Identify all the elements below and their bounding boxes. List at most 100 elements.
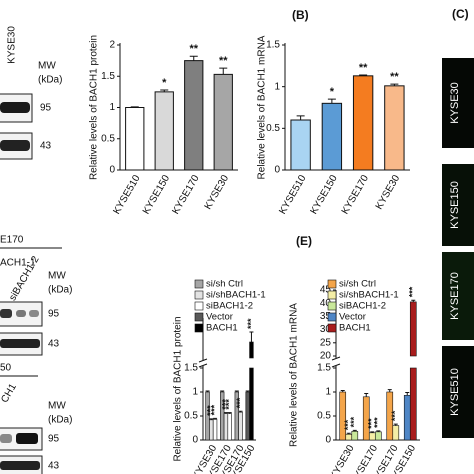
error-bar bbox=[219, 67, 228, 75]
legend-swatch bbox=[327, 323, 337, 333]
legend-swatch bbox=[194, 312, 204, 322]
bar bbox=[290, 119, 311, 171]
error-bar bbox=[234, 390, 239, 392]
legend-label: si/shBACH1-1 bbox=[206, 290, 266, 301]
y-tick-label: 1.5 bbox=[101, 71, 115, 82]
legend-swatch bbox=[194, 279, 204, 289]
y-tick-label: 1 bbox=[109, 102, 115, 113]
mw-label: (kDa) bbox=[38, 75, 62, 86]
bar bbox=[374, 431, 382, 441]
band bbox=[29, 310, 39, 317]
significance: ** bbox=[219, 55, 228, 67]
legend-swatch bbox=[194, 290, 204, 300]
error-bar bbox=[327, 98, 336, 104]
bar bbox=[384, 85, 405, 171]
error-bar bbox=[296, 115, 305, 120]
legend-label: BACH1 bbox=[206, 323, 238, 334]
bar bbox=[209, 419, 214, 441]
marker-label: 43 bbox=[48, 461, 60, 472]
marker-label: 95 bbox=[48, 309, 60, 320]
y-tick-label: 0.5 bbox=[184, 411, 198, 422]
axis-break bbox=[331, 356, 341, 368]
panel-label: (C) bbox=[452, 7, 469, 21]
mw-label: MW bbox=[48, 271, 66, 282]
bar bbox=[249, 367, 254, 441]
panel-label: (E) bbox=[296, 234, 312, 248]
y-tick-label: 0 bbox=[192, 435, 198, 446]
significance: *** bbox=[390, 410, 400, 421]
bar bbox=[227, 413, 232, 441]
mw-label: MW bbox=[48, 401, 66, 412]
y-tick-label: 40 bbox=[320, 298, 332, 309]
lane-label: ACH1-1 bbox=[0, 258, 36, 269]
error-bar bbox=[405, 391, 410, 396]
y-tick-label: 1.5 bbox=[266, 40, 280, 51]
y-tick-label: 25 bbox=[320, 337, 332, 348]
blot-panel: KYSE30 MW (kDa) 95 43 bbox=[0, 26, 62, 160]
bar bbox=[184, 60, 204, 171]
x-tick-label: KYSE30 bbox=[328, 443, 357, 474]
bar bbox=[245, 391, 250, 441]
bar bbox=[249, 341, 254, 359]
legend-label: siBACH1-2 bbox=[339, 301, 386, 312]
y-tick-label: 1.5 bbox=[184, 363, 198, 374]
bar bbox=[403, 395, 411, 441]
micrograph bbox=[442, 346, 474, 438]
image-panel: (C) KYSE30 KYSE150 KYSE170 KYSE510 bbox=[442, 7, 474, 438]
bar bbox=[238, 411, 243, 441]
significance: *** bbox=[367, 418, 377, 429]
x-tick-label: KYSE30 bbox=[203, 173, 232, 212]
error-bar bbox=[376, 430, 381, 432]
legend-swatch bbox=[327, 290, 337, 300]
micrograph bbox=[442, 252, 474, 340]
micrograph bbox=[442, 58, 474, 148]
y-axis-label: Relative levels of BACH1 protein bbox=[173, 316, 184, 461]
image-label: KYSE150 bbox=[449, 181, 461, 229]
band bbox=[0, 434, 12, 443]
lane-label: E170 bbox=[0, 235, 24, 246]
error-bar bbox=[213, 417, 218, 420]
bar bbox=[125, 107, 145, 171]
y-tick-label: 1 bbox=[192, 387, 198, 398]
y-tick-label: 0.5 bbox=[266, 123, 280, 134]
bar bbox=[212, 419, 218, 441]
legend-swatch bbox=[327, 312, 337, 322]
error-bar bbox=[346, 432, 351, 435]
mw-label: (kDa) bbox=[48, 285, 72, 296]
significance: *** bbox=[209, 404, 219, 415]
significance: ** bbox=[390, 71, 399, 83]
band bbox=[0, 102, 30, 113]
x-tick-label: KYSE30 bbox=[374, 173, 403, 212]
image-label: KYSE30 bbox=[449, 82, 461, 124]
significance: ** bbox=[189, 43, 198, 55]
y-tick-label: 30 bbox=[320, 324, 332, 335]
significance: *** bbox=[246, 318, 256, 329]
y-axis-label: Relative levels of BACH1 mRNA bbox=[257, 35, 268, 179]
error-bar bbox=[205, 390, 210, 392]
significance: *** bbox=[408, 286, 418, 297]
y-tick-label: 45 bbox=[320, 285, 332, 296]
significance: ** bbox=[359, 62, 368, 74]
legend-swatch bbox=[194, 323, 204, 333]
band bbox=[16, 433, 38, 444]
image-label: KYSE510 bbox=[449, 368, 461, 416]
error-bar bbox=[245, 390, 250, 392]
error-bar bbox=[249, 331, 254, 342]
y-tick-label: 0 bbox=[325, 435, 331, 446]
micrograph bbox=[442, 164, 474, 246]
bar bbox=[154, 91, 174, 171]
x-tick-label: KYSE150 bbox=[141, 173, 172, 216]
mw-label: MW bbox=[38, 61, 56, 72]
error-bar bbox=[370, 431, 375, 433]
error-bar bbox=[130, 106, 139, 108]
error-bar bbox=[189, 55, 198, 61]
band bbox=[0, 140, 30, 151]
y-tick-label: 1 bbox=[325, 387, 331, 398]
bar bbox=[352, 75, 374, 171]
marker-label: 95 bbox=[40, 103, 52, 114]
legend-label: Vector bbox=[339, 312, 366, 323]
error-bar bbox=[364, 392, 369, 397]
error-bar bbox=[238, 410, 243, 413]
error-bar bbox=[160, 89, 169, 92]
